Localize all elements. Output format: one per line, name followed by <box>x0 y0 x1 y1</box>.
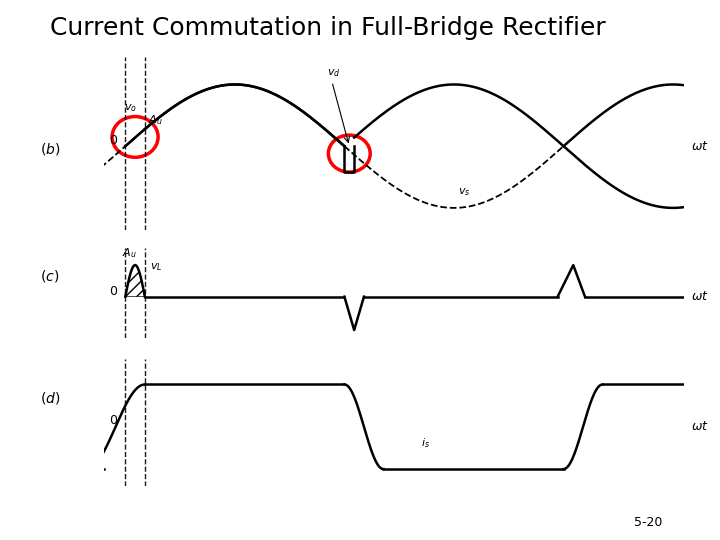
Text: $v_L$: $v_L$ <box>150 261 163 273</box>
Text: 0: 0 <box>109 414 117 427</box>
Text: Current Commutation in Full-Bridge Rectifier: Current Commutation in Full-Bridge Recti… <box>50 16 606 40</box>
Text: $(b)$: $(b)$ <box>40 141 60 157</box>
Text: $v_o$: $v_o$ <box>124 103 137 114</box>
Text: $v_s$: $v_s$ <box>459 186 471 198</box>
Text: 5-20: 5-20 <box>634 516 662 530</box>
Text: $\omega t$: $\omega t$ <box>691 290 708 303</box>
Text: $(c)$: $(c)$ <box>40 268 59 284</box>
Text: $v_d$: $v_d$ <box>327 67 341 79</box>
Text: $\omega t$: $\omega t$ <box>691 140 708 153</box>
Text: 0: 0 <box>109 134 117 147</box>
Text: $A_u$: $A_u$ <box>122 246 137 260</box>
Text: 0: 0 <box>109 285 117 298</box>
Text: $\omega t$: $\omega t$ <box>691 420 708 433</box>
Text: $i_s$: $i_s$ <box>421 436 430 450</box>
Text: $(d)$: $(d)$ <box>40 390 60 406</box>
Text: $A_u$: $A_u$ <box>148 113 163 126</box>
